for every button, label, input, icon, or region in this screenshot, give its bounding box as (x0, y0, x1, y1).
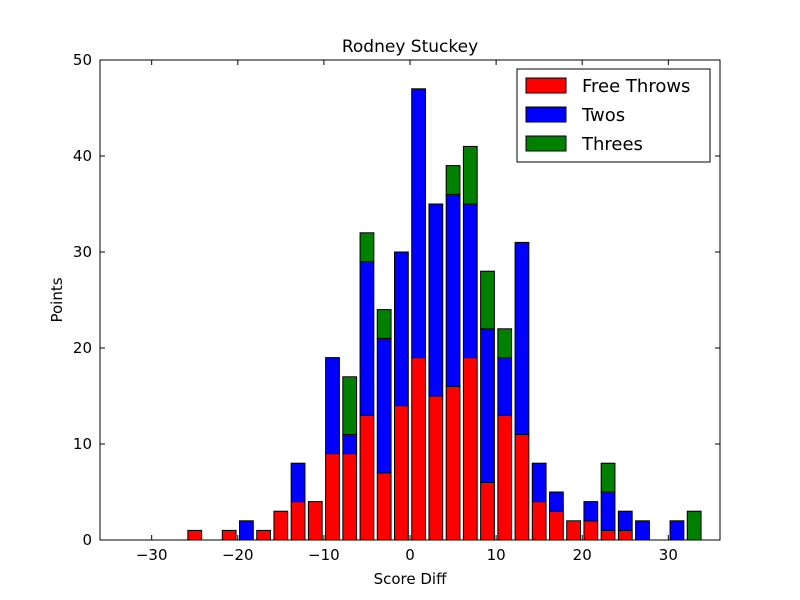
bar-twos (617, 510, 633, 531)
y-tick-label: 50 (73, 51, 92, 69)
y-tick-label: 20 (73, 339, 92, 357)
bar-twos (635, 520, 650, 541)
bar-threes (600, 462, 616, 493)
bar-free-throws (445, 385, 461, 541)
bar-twos (669, 520, 685, 541)
bar-threes (686, 510, 702, 541)
legend-swatch (525, 106, 567, 123)
bar-free-throws (187, 529, 203, 541)
bar-threes (480, 270, 495, 330)
bar-threes (497, 328, 513, 359)
bar-twos (445, 193, 461, 387)
bar-free-throws (394, 405, 409, 541)
bar-free-throws (221, 529, 237, 541)
bar-free-throws (428, 395, 444, 541)
bar-free-throws (514, 433, 530, 541)
bar-threes (445, 165, 461, 195)
ticks-group: −30 −20 −10 0 10 20 30 0 10 20 30 40 50 (73, 51, 720, 564)
bar-threes (342, 376, 358, 435)
bar-twos (239, 520, 254, 541)
bar-free-throws (583, 520, 599, 541)
bar-twos (600, 491, 616, 531)
bar-free-throws (462, 357, 478, 541)
bar-free-throws (290, 501, 306, 541)
bar-twos (480, 328, 495, 483)
bar-free-throws (480, 481, 495, 541)
bar-threes (359, 232, 375, 263)
bar-free-throws (531, 501, 547, 541)
legend: Free Throws Twos Threes (516, 68, 711, 163)
bar-twos (290, 462, 306, 503)
bar-threes (376, 309, 392, 339)
legend-swatch (525, 77, 567, 94)
bar-twos (394, 251, 409, 407)
y-tick-label: 40 (73, 147, 92, 165)
bar-twos (411, 88, 427, 359)
legend-swatch (525, 135, 567, 152)
x-tick-label: −10 (308, 546, 340, 564)
x-tick-label: 0 (405, 546, 415, 564)
bar-twos (359, 261, 375, 416)
y-tick-label: 10 (73, 435, 92, 453)
bar-free-throws (566, 520, 581, 541)
legend-label: Twos (581, 105, 625, 126)
bar-twos (342, 433, 358, 455)
bar-free-throws (307, 501, 323, 541)
bar-free-throws (359, 414, 375, 541)
plot-frame (99, 59, 721, 541)
bar-threes (462, 145, 478, 205)
bar-free-throws (600, 529, 616, 541)
bar-free-throws (549, 510, 564, 541)
x-tick-label: 20 (573, 546, 592, 564)
x-tick-label: −30 (136, 546, 168, 564)
x-tick-label: 30 (659, 546, 678, 564)
x-tick-label: 10 (487, 546, 506, 564)
bars-group (187, 88, 702, 541)
bar-free-throws (325, 453, 340, 541)
bar-free-throws (617, 529, 633, 541)
bar-twos (376, 337, 392, 474)
bar-twos (514, 241, 530, 435)
bar-free-throws (376, 472, 392, 541)
bar-twos (497, 357, 513, 416)
bar-free-throws (342, 453, 358, 541)
legend-label: Threes (581, 134, 643, 155)
y-tick-label: 0 (82, 531, 92, 549)
x-axis-label: Score Diff (374, 570, 447, 588)
bar-free-throws (497, 414, 513, 541)
y-tick-label: 30 (73, 243, 92, 261)
bar-twos (428, 203, 444, 397)
bar-twos (549, 491, 564, 512)
x-tick-label: −20 (222, 546, 254, 564)
bar-free-throws (411, 357, 427, 541)
bar-twos (531, 462, 547, 503)
y-axis-label: Points (48, 277, 66, 322)
bar-free-throws (256, 529, 272, 541)
bar-twos (583, 501, 599, 522)
bar-free-throws (273, 510, 289, 541)
chart-title: Rodney Stuckey (342, 37, 478, 57)
bar-twos (462, 203, 478, 359)
legend-label: Free Throws (582, 76, 690, 97)
bar-twos (325, 357, 340, 455)
